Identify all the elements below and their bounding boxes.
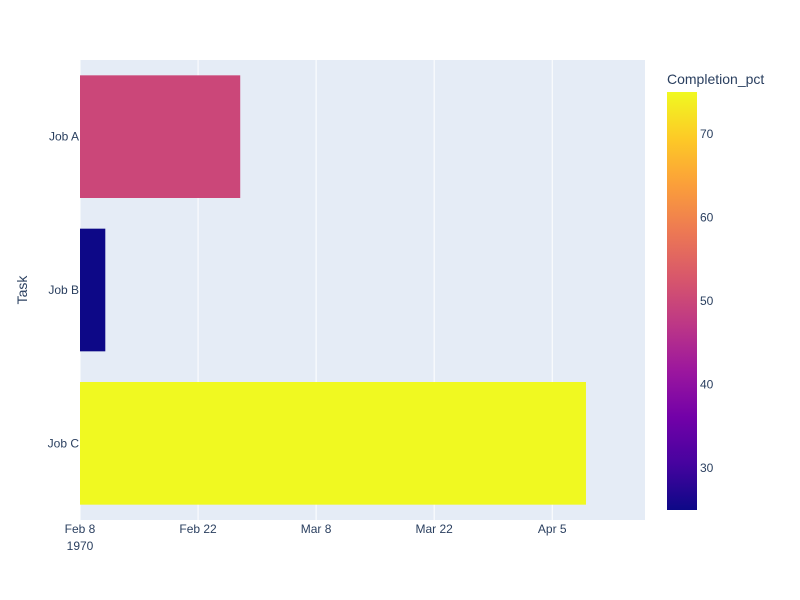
colorbar-title: Completion_pct — [667, 71, 764, 87]
y-tick-label: Job B — [48, 283, 79, 297]
colorbar-tick-label: 40 — [700, 378, 714, 392]
y-axis-title: Task — [14, 275, 30, 305]
x-tick-label: Feb 8 — [65, 522, 96, 536]
x-tick-label: Apr 5 — [538, 522, 567, 536]
x-tick-label: Mar 22 — [415, 522, 453, 536]
y-tick-label: Job A — [49, 130, 79, 144]
x-axis-ticks: Feb 8 1970 Feb 22 Mar 8 Mar 22 Apr 5 — [65, 522, 567, 553]
colorbar-gradient — [667, 92, 697, 510]
y-tick-label: Job C — [48, 436, 80, 450]
colorbar-tick-label: 50 — [700, 294, 714, 308]
colorbar-tick-label: 70 — [700, 127, 714, 141]
x-tick-sublabel: 1970 — [67, 539, 94, 553]
colorbar-ticks: 30 40 50 60 70 — [700, 127, 714, 475]
x-tick-label: Mar 8 — [301, 522, 332, 536]
colorbar-tick-label: 60 — [700, 210, 714, 224]
bar-job-b — [80, 228, 106, 352]
bar-job-c — [80, 382, 586, 505]
y-axis-ticks: Job A Job B Job C — [48, 130, 80, 451]
bars — [80, 75, 586, 505]
bar-job-a — [80, 75, 241, 198]
x-tick-label: Feb 22 — [179, 522, 217, 536]
colorbar-tick-label: 30 — [700, 461, 714, 475]
